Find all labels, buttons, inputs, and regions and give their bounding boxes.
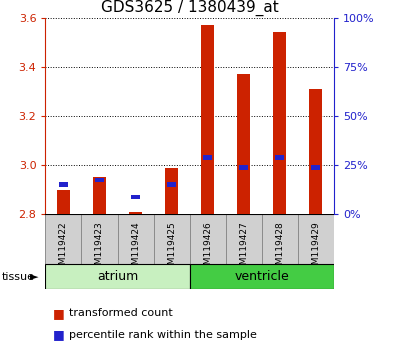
Bar xyxy=(59,183,68,187)
Text: GSM119424: GSM119424 xyxy=(131,222,140,276)
Text: GSM119428: GSM119428 xyxy=(275,222,284,276)
Text: GSM119427: GSM119427 xyxy=(239,222,248,276)
Bar xyxy=(165,167,178,214)
Text: ■: ■ xyxy=(53,307,65,320)
Text: tissue: tissue xyxy=(2,272,35,282)
Bar xyxy=(190,264,334,289)
Bar xyxy=(275,155,284,160)
Text: transformed count: transformed count xyxy=(69,308,173,318)
Bar xyxy=(298,214,334,264)
Title: GDS3625 / 1380439_at: GDS3625 / 1380439_at xyxy=(101,0,278,16)
Bar xyxy=(154,214,190,264)
Bar xyxy=(237,74,250,214)
Bar xyxy=(273,33,286,214)
Bar xyxy=(167,183,176,187)
Bar xyxy=(57,190,70,214)
Bar xyxy=(118,214,154,264)
Text: ►: ► xyxy=(30,272,39,282)
Text: GSM119422: GSM119422 xyxy=(59,222,68,276)
Text: ventricle: ventricle xyxy=(234,270,289,282)
Text: atrium: atrium xyxy=(97,270,138,282)
Bar xyxy=(239,165,248,170)
Text: GSM119425: GSM119425 xyxy=(167,222,176,276)
Bar xyxy=(95,178,104,182)
Bar xyxy=(261,214,298,264)
Bar xyxy=(129,212,142,214)
Bar xyxy=(131,195,140,199)
Bar xyxy=(93,177,106,214)
Text: GSM119429: GSM119429 xyxy=(311,222,320,276)
Text: GSM119423: GSM119423 xyxy=(95,222,104,276)
Text: percentile rank within the sample: percentile rank within the sample xyxy=(69,330,257,339)
Bar xyxy=(81,214,118,264)
Bar xyxy=(45,264,190,289)
Bar xyxy=(45,214,81,264)
Bar xyxy=(309,89,322,214)
Text: GSM119426: GSM119426 xyxy=(203,222,212,276)
Bar xyxy=(190,214,226,264)
Bar xyxy=(311,165,320,170)
Bar xyxy=(201,25,214,214)
Bar xyxy=(226,214,261,264)
Text: ■: ■ xyxy=(53,328,65,341)
Bar xyxy=(203,155,212,160)
